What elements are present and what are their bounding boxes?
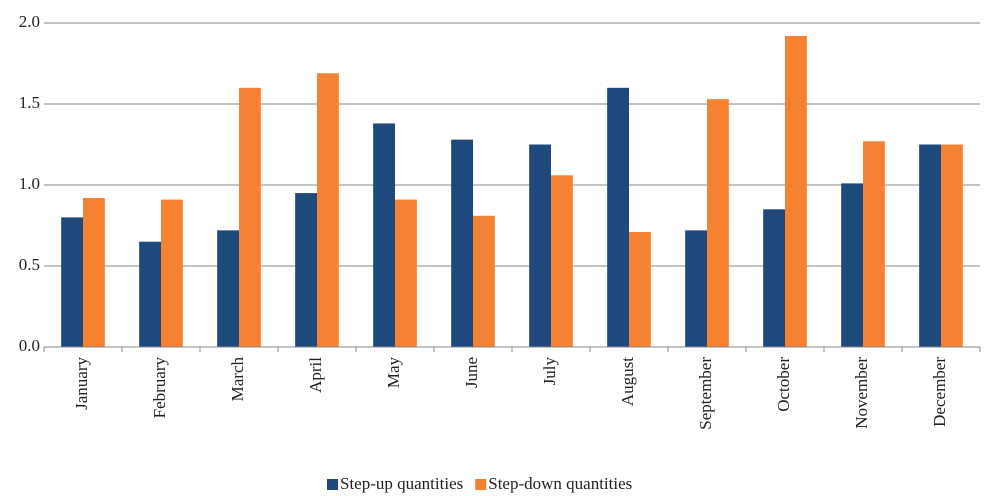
x-tick-label: August (618, 357, 637, 406)
legend-swatch (327, 479, 338, 490)
x-tick-label: March (228, 357, 247, 402)
legend-label: Step-up quantities (340, 474, 463, 493)
x-tick-label: January (72, 357, 91, 410)
bar (841, 183, 863, 347)
y-tick-label: 0.5 (19, 255, 40, 274)
bar (61, 217, 83, 347)
bar (295, 193, 317, 347)
x-tick-label: November (852, 357, 871, 429)
bar (763, 209, 785, 347)
x-tick-label: June (462, 357, 481, 388)
y-tick-label: 2.0 (19, 12, 40, 31)
x-tick-label: December (930, 357, 949, 427)
legend: Step-up quantities Step-down quantities (327, 474, 632, 493)
bar (551, 175, 573, 347)
bar (139, 241, 161, 347)
bar (217, 230, 239, 347)
y-tick-label: 0.0 (19, 336, 40, 355)
legend-label: Step-down quantities (488, 474, 632, 493)
x-tick-label: April (306, 357, 325, 393)
y-tick-label: 1.5 (19, 93, 40, 112)
bar (919, 144, 941, 347)
x-tick-label: May (384, 357, 403, 389)
bar (785, 35, 807, 348)
x-tick-label: September (696, 357, 715, 430)
bar (707, 99, 729, 347)
bar (473, 215, 495, 347)
x-tick-label: February (150, 357, 169, 419)
bar (395, 199, 417, 347)
x-tick-label: July (540, 357, 559, 386)
bar (161, 199, 183, 347)
bar (941, 144, 963, 347)
bar (239, 87, 261, 348)
bar (529, 144, 551, 347)
bar (451, 139, 473, 347)
bar (317, 73, 339, 347)
legend-swatch (475, 479, 487, 490)
bar (373, 123, 395, 347)
y-tick-label: 1.0 (19, 174, 40, 193)
bar (863, 141, 885, 347)
x-tick-label: October (774, 357, 793, 412)
bar (629, 231, 651, 347)
bar (607, 87, 629, 348)
bar (83, 197, 105, 347)
bar (685, 230, 707, 347)
